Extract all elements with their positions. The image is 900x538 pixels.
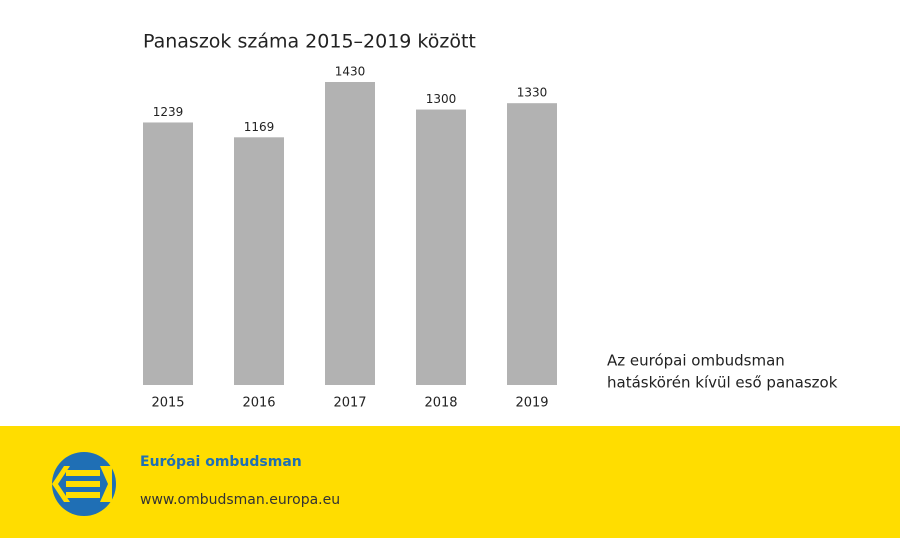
value-label: 1430 bbox=[335, 65, 366, 79]
logo bbox=[52, 452, 116, 516]
bar bbox=[416, 109, 466, 385]
value-label: 1169 bbox=[244, 120, 275, 134]
bar bbox=[143, 122, 193, 385]
value-label: 1300 bbox=[426, 92, 457, 106]
footer-name: Európai ombudsman bbox=[140, 454, 302, 470]
footer-band bbox=[0, 426, 900, 538]
note-line: hatáskörén kívül eső panaszok bbox=[607, 374, 838, 392]
value-label: 1330 bbox=[517, 86, 548, 100]
x-tick-label: 2017 bbox=[333, 396, 366, 411]
x-tick-label: 2018 bbox=[424, 396, 457, 411]
bar bbox=[234, 137, 284, 385]
bar bbox=[325, 82, 375, 385]
bar bbox=[507, 103, 557, 385]
value-label: 1239 bbox=[153, 105, 184, 119]
x-tick-label: 2019 bbox=[515, 396, 548, 411]
note-line: Az európai ombudsman bbox=[607, 352, 785, 370]
x-tick-label: 2016 bbox=[242, 396, 275, 411]
chart-title: Panaszok száma 2015–2019 között bbox=[143, 31, 476, 53]
x-tick-label: 2015 bbox=[151, 396, 184, 411]
footer-url[interactable]: www.ombudsman.europa.eu bbox=[140, 492, 340, 508]
